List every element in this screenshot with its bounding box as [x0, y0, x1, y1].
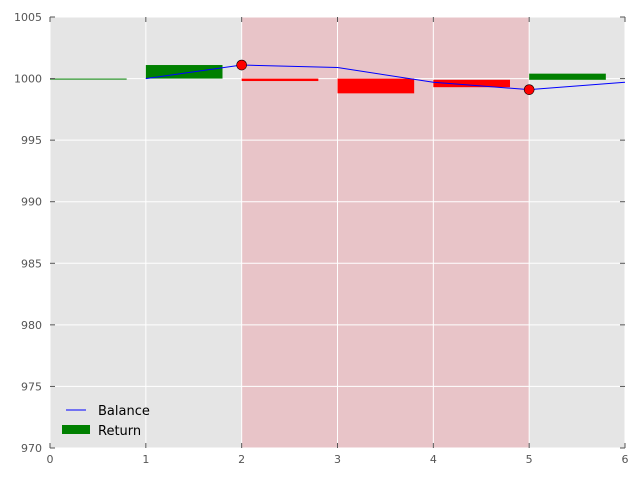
x-tick-label: 6 — [622, 453, 629, 466]
return-bar — [241, 78, 319, 82]
return-bar — [529, 73, 606, 80]
balance-marker — [523, 84, 535, 95]
return-bar — [337, 78, 415, 94]
return-bar — [145, 65, 223, 79]
x-tick-label: 3 — [334, 453, 341, 466]
balance-marker — [236, 59, 247, 71]
balance-line — [145, 64, 626, 91]
return-bar — [433, 79, 510, 88]
x-tick-label: 1 — [142, 453, 149, 466]
y-tick-label: 985 — [21, 257, 42, 270]
y-tick-label: 980 — [21, 319, 42, 332]
y-tick-label: 995 — [21, 134, 42, 147]
x-tick-label: 2 — [238, 453, 245, 466]
y-tick-label: 1005 — [14, 11, 42, 24]
x-tick-label: 4 — [430, 453, 437, 466]
legend-patch-swatch — [62, 425, 90, 434]
return-bar — [50, 78, 127, 80]
legend-label: Balance — [98, 404, 150, 419]
y-tick-label: 975 — [21, 380, 42, 393]
y-tick-label: 1000 — [14, 73, 42, 86]
y-tick-label: 990 — [21, 196, 42, 209]
x-tick-label: 5 — [526, 453, 533, 466]
legend-label: Return — [98, 424, 141, 439]
x-tick-label: 0 — [47, 453, 54, 466]
y-tick-label: 970 — [21, 442, 42, 455]
